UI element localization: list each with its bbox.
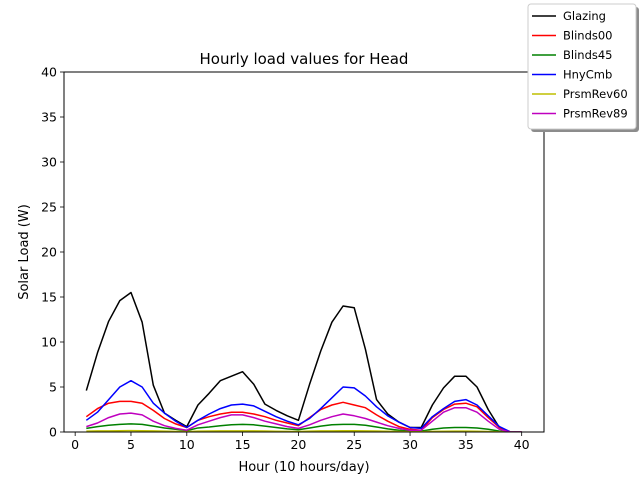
- y-tick-label: 40: [41, 65, 57, 80]
- x-tick-label: 35: [458, 437, 474, 452]
- x-tick-label: 25: [346, 437, 362, 452]
- y-tick-label: 30: [41, 155, 57, 170]
- series-line-blinds45: [86, 423, 522, 432]
- y-tick-label: 35: [41, 110, 57, 125]
- legend-entry: Blinds45: [563, 48, 613, 62]
- plot-frame: [63, 71, 545, 433]
- series-line-prsmrev60: [86, 429, 522, 432]
- legend-entry: PrsmRev60: [563, 87, 628, 101]
- series-layer: [85, 291, 522, 432]
- x-tick-label: 0: [71, 437, 79, 452]
- x-tick-label: 10: [179, 437, 195, 452]
- chart-title: Hourly load values for Head: [200, 50, 409, 68]
- x-axis-label: Hour (10 hours/day): [238, 460, 369, 475]
- x-tick-label: 30: [402, 437, 418, 452]
- legend-entry: Blinds00: [563, 29, 613, 43]
- series-line-hnycmb: [85, 379, 522, 432]
- y-axis-label: Solar Load (W): [17, 204, 32, 300]
- y-tick-label: 0: [49, 425, 57, 440]
- legend-entry: Glazing: [563, 9, 606, 23]
- y-tick-label: 20: [41, 245, 57, 260]
- series-line-prsmrev89: [86, 406, 522, 432]
- x-axis: 0 5 10 15 20 25 30 35 40: [71, 432, 530, 452]
- legend: Glazing Blinds00 Blinds45 HnyCmb PrsmRev60 Pr…: [527, 3, 639, 132]
- y-axis: 0 5 10 15 20 25 30 35 40: [41, 65, 64, 440]
- legend-entry: HnyCmb: [563, 68, 612, 82]
- x-tick-label: 15: [235, 437, 251, 452]
- x-tick-label: 5: [127, 437, 135, 452]
- y-tick-label: 5: [49, 380, 57, 395]
- y-tick-label: 10: [41, 335, 57, 350]
- x-tick-label: 40: [514, 437, 530, 452]
- y-tick-label: 15: [41, 290, 57, 305]
- y-tick-label: 25: [41, 200, 57, 215]
- legend-entry: PrsmRev89: [563, 107, 628, 121]
- series-line-glazing: [85, 291, 522, 432]
- x-tick-label: 20: [290, 437, 306, 452]
